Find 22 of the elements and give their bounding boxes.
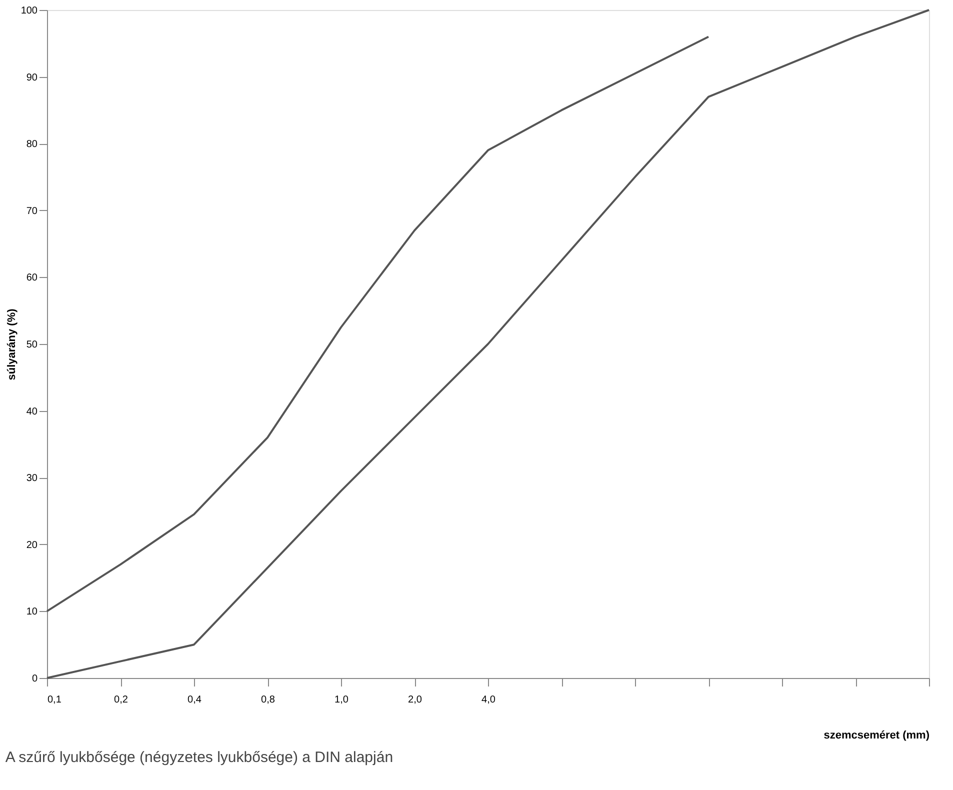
x-tick-label: 0,1 <box>48 694 62 706</box>
text: A szűrő lyukbősége (négyzetes lyukbősége) a DIN alapján <box>5 749 394 766</box>
line-series <box>46 36 710 612</box>
y-tick-label: 80 <box>26 139 38 150</box>
y-axis-title: súlyarány (%) <box>6 308 18 380</box>
x-tick-label: 0,8 <box>261 694 276 706</box>
y-tick-label: 60 <box>26 272 38 284</box>
x-tick-label: 0,4 <box>188 694 202 706</box>
y-tick-label: 20 <box>26 540 38 551</box>
y-tick-label: 10 <box>26 606 38 618</box>
x-tick-label: 4,0 <box>482 694 496 706</box>
y-tick-label: 90 <box>26 72 38 84</box>
x-tick-label: 2,0 <box>408 694 422 706</box>
y-tick-label: 100 <box>20 6 38 16</box>
x-tick-label: 0,2 <box>114 694 128 706</box>
y-tick-label: 30 <box>26 473 38 484</box>
x-tick-label: 1,0 <box>334 694 349 706</box>
x-axis-title: szemcseméret (mm) <box>824 730 930 742</box>
y-tick-label: 0 <box>32 674 38 684</box>
y-tick-label: 50 <box>26 340 38 350</box>
y-tick-label: 70 <box>26 206 38 217</box>
y-tick-label: 40 <box>26 406 38 418</box>
